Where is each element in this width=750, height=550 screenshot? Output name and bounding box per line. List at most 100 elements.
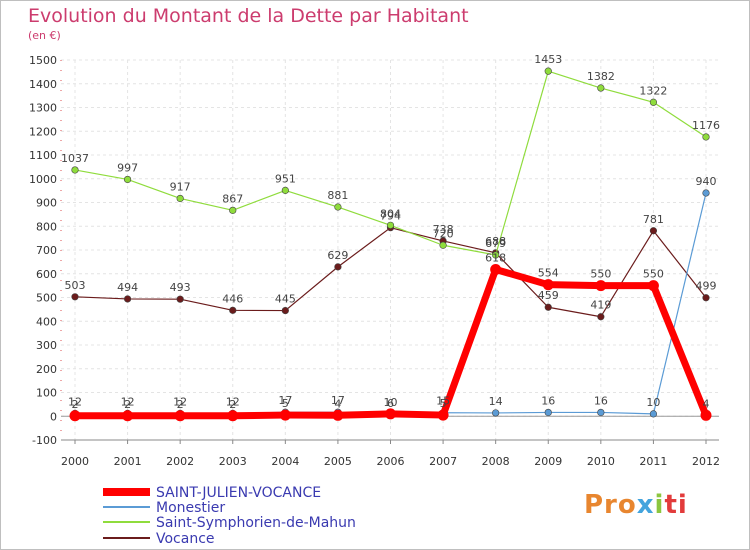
- data-label: 15: [436, 395, 450, 408]
- y-tick-label: 700: [36, 244, 57, 257]
- data-label: 4: [703, 397, 710, 410]
- data-point: [490, 263, 502, 275]
- data-point: [439, 241, 447, 249]
- y-tick-label: 1200: [29, 125, 57, 138]
- data-label: 14: [489, 395, 503, 408]
- x-tick-label: 2006: [377, 455, 405, 468]
- data-point: [649, 227, 658, 235]
- data-label: 804: [380, 207, 401, 220]
- data-point: [122, 410, 134, 422]
- data-point: [123, 175, 132, 184]
- data-point: [386, 221, 395, 229]
- data-label: 4: [334, 397, 341, 410]
- series-lines: [69, 67, 712, 422]
- data-label: 5: [282, 397, 289, 410]
- data-point: [702, 294, 710, 302]
- data-label: 16: [594, 394, 608, 407]
- data-label: 10: [646, 396, 660, 409]
- logo-letter: Pro: [584, 490, 637, 520]
- logo-letter: ti: [664, 490, 688, 520]
- x-tick-label: 2000: [61, 455, 89, 468]
- x-tick-label: 2004: [271, 455, 299, 468]
- data-point: [702, 189, 710, 197]
- data-label: 629: [327, 249, 348, 262]
- data-point: [227, 410, 239, 422]
- data-point: [437, 409, 449, 421]
- y-tick-label: 600: [36, 268, 57, 281]
- x-tick-label: 2011: [639, 455, 667, 468]
- data-label: 17: [331, 394, 345, 407]
- data-point: [176, 295, 184, 303]
- data-label: 550: [643, 268, 664, 281]
- data-label: 6: [387, 397, 394, 410]
- data-label: 1453: [534, 53, 562, 66]
- y-tick-label: 1000: [29, 173, 57, 186]
- data-label: 2: [124, 398, 131, 411]
- logo-letter: i: [654, 490, 665, 520]
- data-point: [597, 84, 605, 92]
- data-label: 781: [643, 213, 664, 226]
- data-label: 503: [65, 279, 86, 292]
- data-point: [544, 303, 552, 311]
- grid: [61, 59, 719, 441]
- data-label: 12: [68, 395, 82, 408]
- y-tick-label: 1100: [29, 149, 57, 162]
- data-point: [649, 98, 658, 106]
- data-label: 1037: [61, 152, 89, 165]
- data-point: [702, 133, 710, 141]
- data-label: 499: [696, 280, 717, 293]
- data-point: [229, 206, 237, 214]
- y-tick-label: 400: [36, 315, 57, 328]
- x-tick-label: 2010: [587, 455, 615, 468]
- data-point: [123, 295, 132, 303]
- data-label: 2: [177, 398, 184, 411]
- data-label: 10: [384, 396, 398, 409]
- data-point: [69, 410, 81, 422]
- data-label: 12: [173, 395, 187, 408]
- data-label: 5: [440, 397, 447, 410]
- data-point: [544, 67, 552, 75]
- data-label: 550: [590, 268, 611, 281]
- data-point: [334, 263, 342, 271]
- y-tick-label: 500: [36, 292, 57, 305]
- y-tick-label: 100: [36, 387, 57, 400]
- y-tick-label: 1300: [29, 102, 57, 115]
- legend-label: SAINT-JULIEN-VOCANCE: [156, 485, 321, 501]
- data-label: 1382: [587, 70, 615, 83]
- data-label: 867: [222, 192, 243, 205]
- data-point: [597, 408, 605, 417]
- data-point: [492, 251, 500, 259]
- data-label: 493: [170, 281, 191, 294]
- data-label: 951: [275, 172, 296, 185]
- y-tick-label: 1400: [29, 78, 57, 91]
- data-point: [332, 409, 344, 421]
- proxiti-logo: Proxiti: [584, 490, 688, 520]
- legend-label: Saint-Symphorien-de-Mahun: [156, 515, 356, 531]
- data-label: 554: [538, 267, 559, 280]
- data-label: 688: [485, 235, 506, 248]
- data-label: 16: [541, 394, 555, 407]
- y-tick-label: 300: [36, 339, 57, 352]
- data-label: 1322: [639, 84, 667, 97]
- legend: SAINT-JULIEN-VOCANCEMonestierSaint-Symph…: [103, 485, 356, 547]
- data-label: 997: [117, 161, 138, 174]
- data-label: 618: [485, 251, 506, 264]
- chart-title: Evolution du Montant de la Dette par Hab…: [28, 5, 469, 27]
- data-point: [649, 410, 658, 418]
- chart-subtitle: (en €): [28, 29, 61, 42]
- data-label: 794: [380, 210, 401, 223]
- data-point: [71, 293, 79, 301]
- data-point: [334, 203, 342, 211]
- y-tick-label: 900: [36, 197, 57, 210]
- x-tick-label: 2007: [429, 455, 457, 468]
- data-point: [229, 306, 237, 314]
- y-tick-label: 200: [36, 363, 57, 376]
- data-point: [647, 280, 659, 292]
- data-label: 679: [485, 237, 506, 250]
- data-point: [174, 410, 186, 422]
- data-label: 419: [590, 299, 611, 312]
- x-tick-label: 2002: [166, 455, 194, 468]
- axes: -100 0 100 200 300 400 500 600 700 800 900 1000 1100…: [29, 54, 720, 468]
- data-point: [597, 313, 605, 321]
